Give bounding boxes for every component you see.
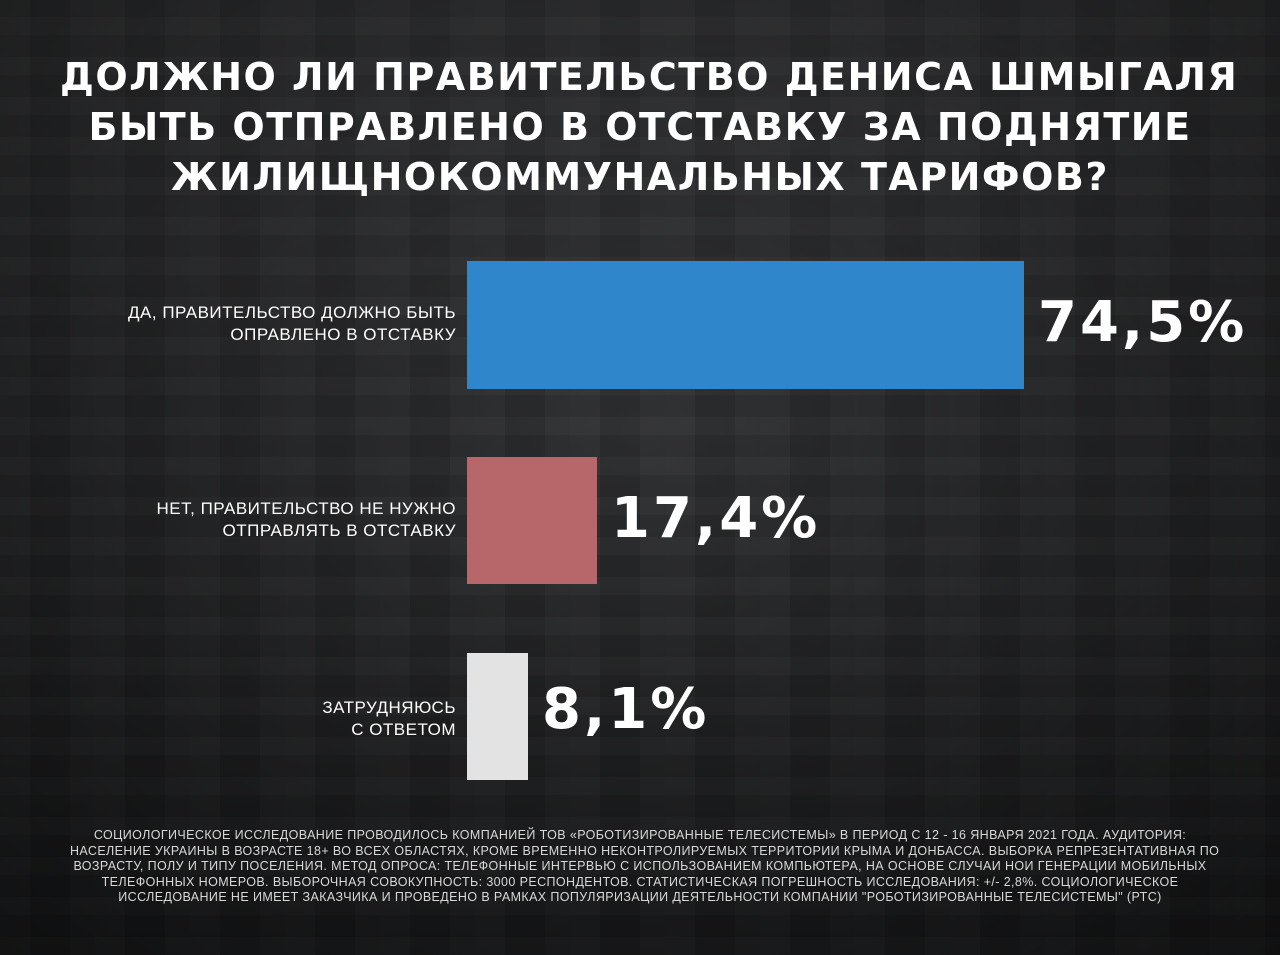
- category-label-line: ОТПРАВЛЯТЬ В ОТСТАВКУ: [222, 521, 456, 540]
- footnote-line: ВОЗРАСТУ, ПОЛУ И ТИПУ ПОСЕЛЕНИЯ. МЕТОД О…: [73, 859, 1207, 874]
- bar-no: [467, 457, 597, 584]
- bar-unsure: [467, 653, 528, 780]
- chart-title-line: БЫТЬ ОТПРАВЛЕНО В ОТСТАВКУ ЗА ПОДНЯТИЕ: [88, 105, 1192, 149]
- footnote-line: СОЦИОЛОГИЧЕСКОЕ ИССЛЕДОВАНИЕ ПРОВОДИЛОСЬ…: [93, 828, 1187, 842]
- category-label-line: ДА, ПРАВИТЕЛЬСТВО ДОЛЖНО БЫТЬ: [128, 303, 456, 322]
- category-label-line: НЕТ, ПРАВИТЕЛЬСТВО НЕ НУЖНО: [156, 499, 456, 518]
- methodology-footnote: СОЦИОЛОГИЧЕСКОЕ ИССЛЕДОВАНИЕ ПРОВОДИЛОСЬ…: [70, 828, 1220, 906]
- category-label-line: ЗАТРУДНЯЮСЬ: [322, 698, 456, 717]
- bar-value-label: 74,5%: [1038, 290, 1248, 355]
- chart-title-line: ДОЛЖНО ЛИ ПРАВИТЕЛЬСТВО ДЕНИСА ШМЫГАЛЯ: [60, 55, 1239, 99]
- category-label: ДА, ПРАВИТЕЛЬСТВО ДОЛЖНО БЫТЬ ОПРАВЛЕНО …: [36, 302, 456, 346]
- category-label: НЕТ, ПРАВИТЕЛЬСТВО НЕ НУЖНО ОТПРАВЛЯТЬ В…: [36, 498, 456, 542]
- category-label-line: ОПРАВЛЕНО В ОТСТАВКУ: [230, 325, 456, 344]
- bar-yes: [467, 261, 1024, 389]
- chart-title-line: ЖИЛИЩНОКОММУНАЛЬНЫХ ТАРИФОВ?: [171, 155, 1109, 199]
- footnote-line: ТЕЛЕФОННЫХ НОМЕРОВ. ВЫБОРОЧНАЯ СОВОКУПНО…: [101, 874, 1179, 889]
- bar-value-label: 8,1%: [542, 677, 710, 742]
- footnote-line: НАСЕЛЕНИЕ УКРАИНЫ В ВОЗРАСТЕ 18+ ВО ВСЕХ…: [70, 843, 1220, 858]
- chart-title: ДОЛЖНО ЛИ ПРАВИТЕЛЬСТВО ДЕНИСА ШМЫГАЛЯ Б…: [60, 52, 1239, 202]
- category-label: ЗАТРУДНЯЮСЬ С ОТВЕТОМ: [36, 697, 456, 741]
- bar-value-label: 17,4%: [611, 486, 821, 551]
- category-label-line: С ОТВЕТОМ: [351, 720, 456, 739]
- footnote-line: ИССЛЕДОВАНИЕ НЕ ИМЕЕТ ЗАКАЗЧИКА И ПРОВЕД…: [118, 890, 1162, 905]
